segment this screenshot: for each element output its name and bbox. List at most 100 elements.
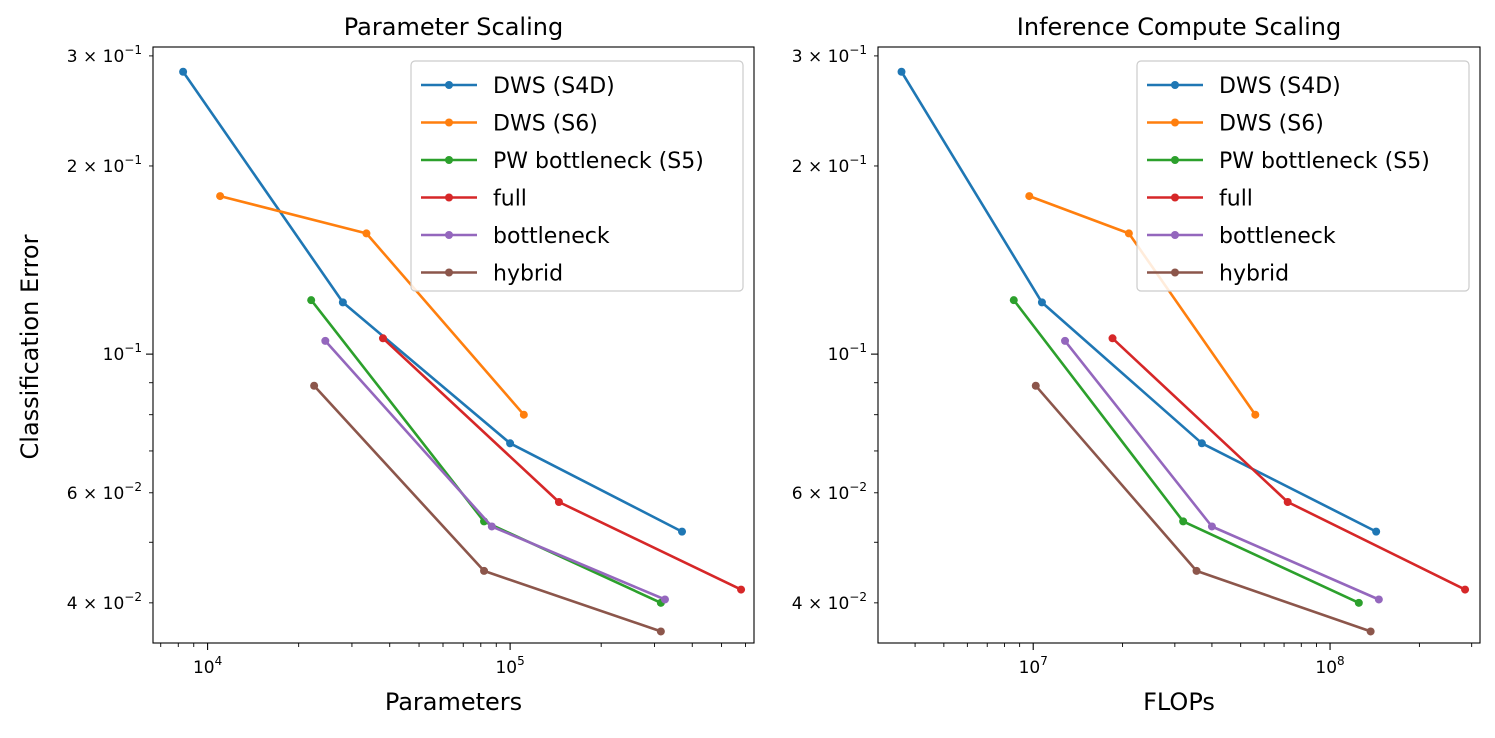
panel1-series-bottleneck: [321, 336, 669, 604]
panel2-series-pw-bottleneck-s5: [1009, 296, 1363, 607]
panel2-title: Inference Compute Scaling: [1017, 13, 1341, 41]
panel1-series-hybrid: [310, 381, 665, 636]
panel1-legend-entry-full: full: [421, 187, 527, 212]
panel1-y-tick-label: 4 × 10−2: [67, 590, 142, 614]
panel1-point-bottleneck: [660, 595, 669, 604]
panel1-legend-box: [410, 60, 744, 292]
panel2-series-dws-s4d: [897, 67, 1381, 536]
panel1-legend: DWS (S4D) DWS (S6) PW bottleneck (S5) full b…: [410, 60, 744, 292]
panel2-legend-entry-bottleneck: bottleneck: [1147, 224, 1336, 249]
panel2-point-full: [1108, 334, 1117, 343]
panel2-series-line-dws-s4d: [900, 71, 1377, 533]
panel1-x-axis-label: Parameters: [385, 688, 522, 716]
panel2-x-tick-label: 108: [1315, 654, 1344, 678]
panel1-y-tick-label: 3 × 10−1: [67, 43, 142, 67]
panel1-legend-label: DWS (S4D): [493, 74, 615, 99]
panel2-legend-label: PW bottleneck (S5): [1219, 149, 1430, 174]
panel2-legend-marker: [1171, 81, 1179, 89]
panel2-legend-marker: [1171, 268, 1179, 277]
panel2-legend-entry-dws-s4d: DWS (S4D): [1147, 74, 1341, 99]
panel2-legend-label: DWS (S4D): [1219, 74, 1341, 99]
panel2-y-tick-label: 4 × 10−2: [792, 590, 867, 614]
panel2-legend-label: full: [1219, 187, 1253, 212]
panel1-legend-marker: [445, 156, 453, 164]
panel1-y-tick-label: 10−1: [103, 341, 142, 365]
panel1-point-hybrid: [656, 627, 665, 636]
panel2-legend-label: hybrid: [1219, 262, 1289, 287]
panel1-series-dws-s6: [216, 192, 528, 419]
panel1-point-bottleneck: [487, 522, 496, 531]
panel2-point-dws-s6: [1251, 410, 1260, 419]
panel1-point-full: [554, 497, 563, 506]
panel1-legend-marker: [445, 231, 453, 239]
panel2-point-pw-bottleneck-s5: [1009, 296, 1018, 305]
panel1-series-dws-s4d: [179, 67, 687, 536]
panel1-point-full: [378, 334, 387, 343]
panel1-legend-label: hybrid: [493, 262, 563, 287]
panel2-legend-box: [1136, 60, 1470, 292]
panel2-x-minor-ticks: [914, 643, 1473, 647]
panel1-legend-label: PW bottleneck (S5): [493, 149, 704, 174]
panel2-point-dws-s4d: [897, 67, 906, 76]
panel1-legend-marker: [445, 268, 453, 277]
panel2-point-bottleneck: [1374, 595, 1383, 604]
panel2-point-dws-s6: [1025, 192, 1034, 201]
panel2-legend: DWS (S4D) DWS (S6) PW bottleneck (S5) full b…: [1136, 60, 1470, 292]
panel1-legend-label: bottleneck: [493, 224, 610, 249]
panel2-y-tick-label: 10−1: [828, 341, 867, 365]
panel2-point-dws-s6: [1124, 229, 1133, 238]
panel2-x-axis-label: FLOPs: [1143, 688, 1215, 716]
panel2-point-hybrid: [1366, 627, 1375, 636]
panel1-point-dws-s4d: [678, 527, 687, 536]
panel1-point-dws-s4d: [179, 67, 188, 76]
panel1-legend-label: full: [493, 187, 527, 212]
panel2-legend-entry-pw-bottleneck-s5: PW bottleneck (S5): [1147, 149, 1430, 174]
panel1-y-tick-label: 6 × 10−2: [67, 480, 142, 504]
panel1-x-minor-ticks: [160, 643, 746, 647]
panel1-point-hybrid: [310, 381, 319, 390]
panel2-point-dws-s4d: [1037, 298, 1046, 307]
panel1-legend-marker: [445, 193, 453, 202]
panel1-y-tick-label: 2 × 10−1: [67, 153, 142, 177]
panel2-axes-frame: [877, 46, 1481, 644]
inference-compute-scaling-panel: Inference Compute Scaling FLOPs 107 108 3 × …: [792, 13, 1481, 716]
parameter-scaling-panel: Parameter Scaling Parameters 104 105 3 × 10−…: [67, 13, 755, 716]
panel2-series-hybrid: [1031, 381, 1375, 636]
panel2-legend-marker: [1171, 231, 1179, 239]
panel1-axes-frame: [152, 46, 755, 644]
panel1-point-full: [737, 585, 746, 594]
panel1-legend-entry-hybrid: hybrid: [421, 262, 563, 287]
panel1-title: Parameter Scaling: [344, 13, 563, 41]
panel2-point-dws-s4d: [1197, 439, 1206, 448]
panel1-point-pw-bottleneck-s5: [307, 296, 316, 305]
panel1-legend-marker: [445, 118, 453, 127]
panel2-point-hybrid: [1031, 381, 1040, 390]
panel1-x-tick-label: 104: [193, 654, 222, 678]
panel1-legend-entry-dws-s6: DWS (S6): [421, 112, 598, 137]
panel2-point-bottleneck: [1207, 522, 1216, 531]
panel2-legend-entry-hybrid: hybrid: [1147, 262, 1289, 287]
panel2-legend-marker: [1171, 193, 1179, 202]
panel1-point-dws-s4d: [338, 298, 347, 307]
panel1-legend-marker: [445, 81, 453, 89]
panel2-point-dws-s4d: [1372, 527, 1381, 536]
panel1-point-dws-s6: [362, 229, 371, 238]
panel2-legend-label: bottleneck: [1219, 224, 1336, 249]
panel2-point-pw-bottleneck-s5: [1179, 517, 1188, 526]
panel2-point-bottleneck: [1061, 336, 1070, 345]
panel1-point-dws-s4d: [506, 439, 515, 448]
panel1-point-dws-s6: [519, 410, 528, 419]
panel2-series-full: [1108, 334, 1470, 594]
panel1-legend-entry-pw-bottleneck-s5: PW bottleneck (S5): [421, 149, 704, 174]
panel1-series-full: [378, 334, 746, 594]
panel1-point-bottleneck: [321, 336, 330, 345]
panel2-series-bottleneck: [1061, 336, 1383, 604]
panel1-series-line-dws-s4d: [182, 70, 683, 533]
panel1-x-tick-label: 105: [495, 654, 524, 678]
panel1-point-dws-s6: [216, 192, 225, 201]
shared-y-axis-label: Classification Error: [16, 234, 44, 459]
panel1-point-hybrid: [480, 566, 489, 575]
panel2-point-pw-bottleneck-s5: [1354, 598, 1363, 607]
